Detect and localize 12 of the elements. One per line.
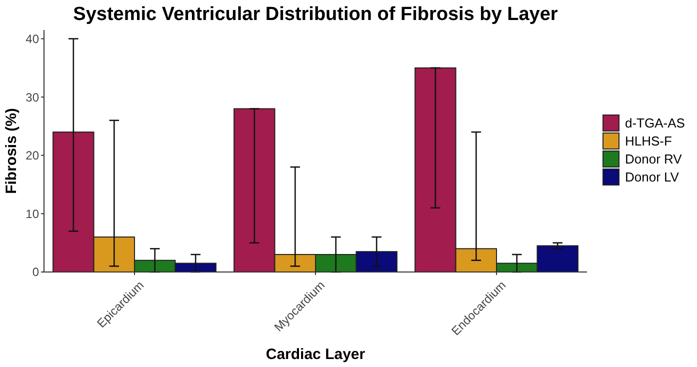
y-tick-label: 40 bbox=[26, 32, 40, 46]
legend-label: Donor RV bbox=[625, 152, 682, 167]
legend-label: Donor LV bbox=[625, 170, 680, 185]
x-axis-title: Cardiac Layer bbox=[266, 346, 366, 363]
y-tick-label: 20 bbox=[26, 148, 40, 163]
legend-label: d-TGA-AS bbox=[625, 116, 686, 131]
y-axis-title: Fibrosis (%) bbox=[3, 108, 20, 194]
legend-label: HLHS-F bbox=[625, 134, 672, 149]
chart-title: Systemic Ventricular Distribution of Fibrosis by Layer bbox=[73, 4, 558, 25]
y-tick-label: 0 bbox=[32, 265, 40, 280]
y-tick-label: 10 bbox=[26, 206, 40, 221]
y-tick-label: 30 bbox=[26, 90, 40, 104]
